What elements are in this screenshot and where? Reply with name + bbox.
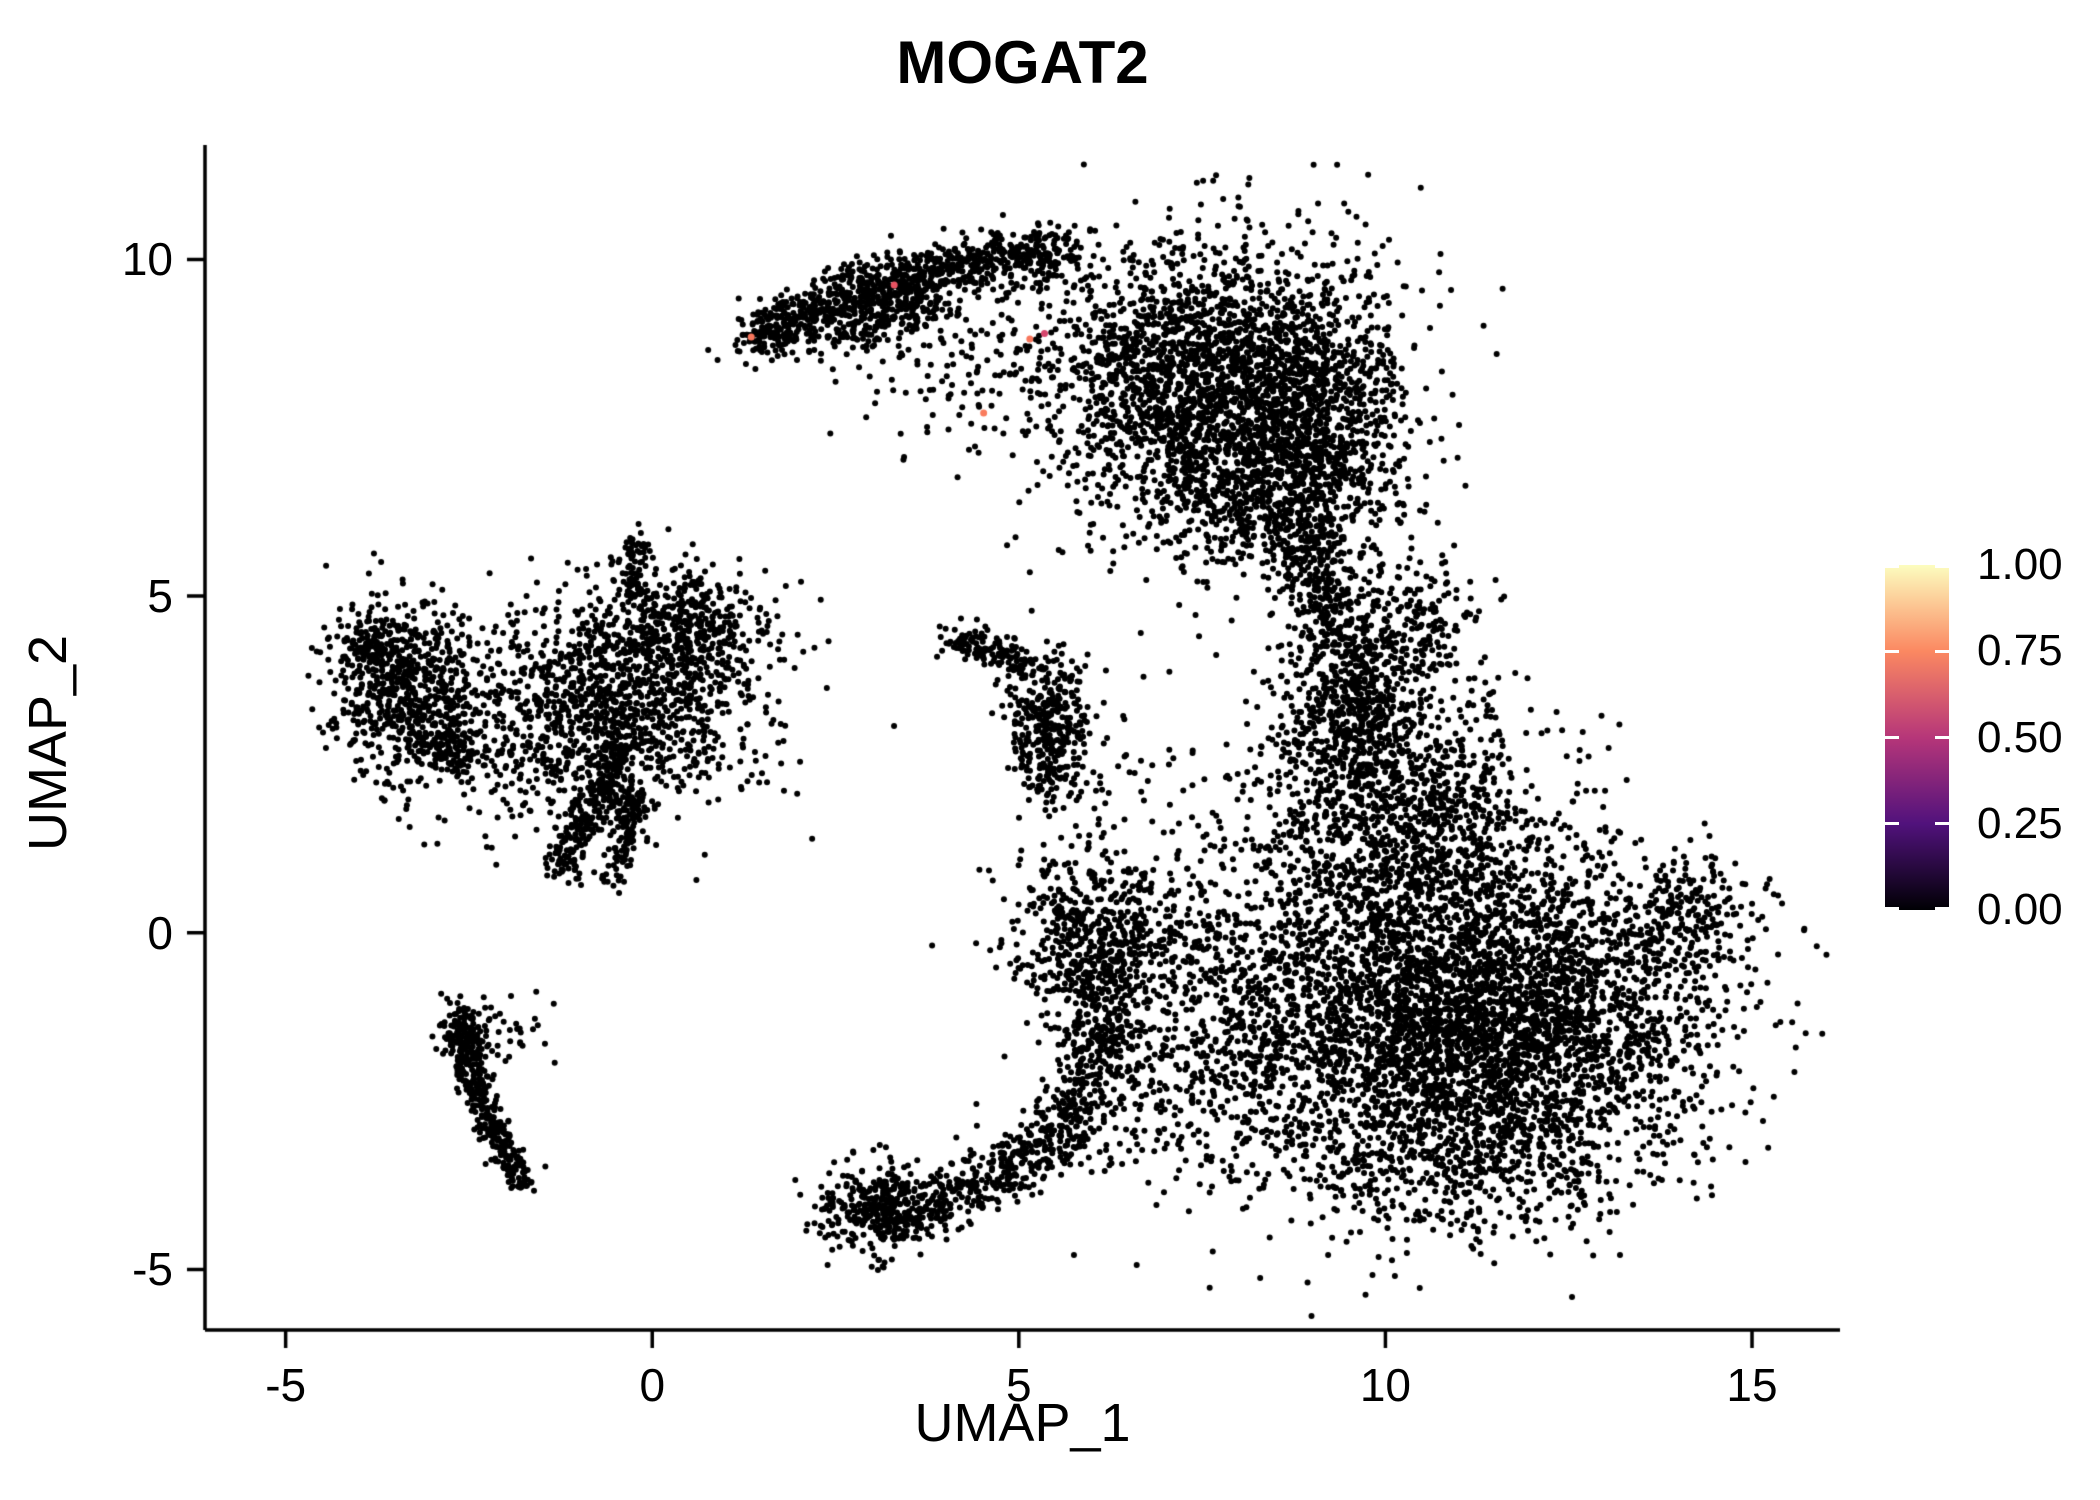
x-tick-label: 10 [1359,1359,1412,1411]
y-axis-label: UMAP_2 [18,634,78,852]
colorbar-tick [1935,822,1949,826]
colorbar-tick [1885,565,1899,568]
x-tick-label: 0 [639,1359,666,1411]
colorbar-tick [1935,649,1949,653]
x-axis-label: UMAP_1 [914,1393,1131,1453]
colorbar-tick [1885,907,1899,910]
legend-tick-label: 0.25 [1977,798,2063,848]
colorbar [1885,565,1949,910]
x-tick-label: 15 [1726,1359,1778,1411]
legend-tick-label: 1.00 [1977,540,2063,589]
y-tick-label: 0 [147,906,173,959]
colorbar-tick [1935,736,1949,739]
colorbar-tick [1935,565,1949,568]
colorbar-tick [1885,736,1899,739]
legend-tick-label: 0.50 [1977,712,2063,762]
x-tick-label: 5 [1006,1359,1032,1411]
legend-tick-label: 0.75 [1977,626,2063,676]
y-tick-label: 5 [147,570,173,623]
y-tick-label: -5 [132,1243,173,1296]
legend-tick-label: 0.00 [1977,885,2063,934]
x-tick-label: -5 [265,1359,307,1411]
colorbar-tick [1885,649,1899,653]
colorbar-tick [1885,822,1899,826]
y-tick-label: 10 [121,233,173,286]
expression-legend: 1.00 0.75 0.50 0.25 0.00 [1885,541,2100,934]
colorbar-tick [1935,907,1949,910]
chart-title: MOGAT2 [896,29,1149,96]
